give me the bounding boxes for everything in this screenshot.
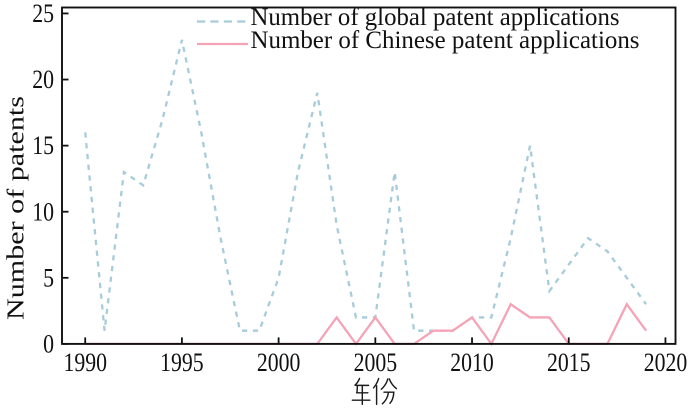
x-axis-title-nianfen: 年份 [352, 379, 396, 405]
legend: Number of global patent applications Num… [197, 2, 640, 54]
x-tick-label: 1995 [160, 348, 204, 377]
x-tick-label: 2010 [450, 348, 494, 377]
x-tick-label: 2000 [257, 348, 301, 377]
y-axis-tick-labels: 0 5 10 15 20 25 [32, 0, 54, 359]
y-tick-label: 25 [32, 0, 54, 28]
y-tick-label: 20 [32, 65, 54, 94]
y-tick-label: 5 [43, 263, 54, 292]
x-axis-tick-labels: 1990 1995 2000 2005 2010 2015 2020 [63, 348, 687, 377]
cjk-stroke [381, 379, 387, 389]
x-tick-label: 2005 [354, 348, 398, 377]
y-tick-label: 15 [32, 131, 54, 160]
x-tick-label: 2020 [644, 348, 688, 377]
y-axis-title: Number of patents [3, 96, 30, 320]
y-tick-label: 0 [43, 330, 54, 359]
x-axis-ticks [85, 337, 665, 343]
series-line-chinese [85, 304, 646, 344]
series-line-global [85, 40, 646, 331]
x-tick-label: 1990 [63, 348, 107, 377]
plot-border [62, 8, 676, 344]
cjk-char-fen [374, 379, 397, 405]
cjk-stroke [355, 379, 360, 386]
y-tick-label: 10 [32, 197, 54, 226]
data-series-lines [85, 40, 646, 344]
cjk-stroke [382, 393, 388, 404]
cjk-char-nian [352, 379, 369, 405]
y-axis-ticks [63, 13, 69, 343]
legend-label-chinese: Number of Chinese patent applications [251, 25, 640, 54]
x-tick-label: 2015 [547, 348, 591, 377]
cjk-stroke [389, 379, 396, 389]
